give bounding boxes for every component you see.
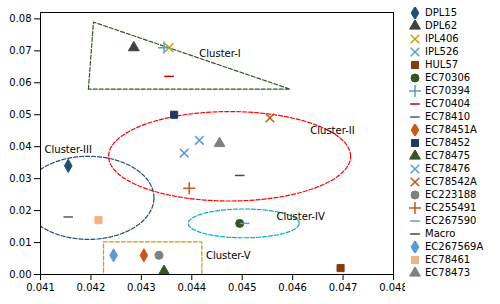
html-text:EC78476: EC78476 <box>425 163 471 174</box>
svg-text:0.045: 0.045 <box>228 282 257 293</box>
html-text:EC78452: EC78452 <box>425 137 471 148</box>
html-text:EC223188: EC223188 <box>425 189 477 200</box>
html-text:EC78475: EC78475 <box>425 150 471 161</box>
svg-text:0.04: 0.04 <box>9 141 31 152</box>
svg-text:0.08: 0.08 <box>9 13 31 24</box>
svg-text:0.047: 0.047 <box>329 282 358 293</box>
html-text:EC267590: EC267590 <box>425 215 477 226</box>
html-text:EC78542A: EC78542A <box>425 176 477 187</box>
html-text:EC78451A: EC78451A <box>425 124 477 135</box>
svg-text:0.00: 0.00 <box>9 269 31 280</box>
svg-text:0.05: 0.05 <box>9 109 31 120</box>
svg-text:0.01: 0.01 <box>9 237 31 248</box>
svg-text:Cluster-I: Cluster-I <box>199 48 240 59</box>
svg-text:0.06: 0.06 <box>9 77 31 88</box>
svg-text:Cluster-III: Cluster-III <box>45 144 92 155</box>
html-text:EC267569A: EC267569A <box>425 241 484 252</box>
svg-text:0.042: 0.042 <box>77 282 106 293</box>
html-text:IPL406: IPL406 <box>425 33 459 44</box>
html-text:EC70404: EC70404 <box>425 98 471 109</box>
svg-text:0.03: 0.03 <box>9 173 31 184</box>
svg-text:0.07: 0.07 <box>9 45 31 56</box>
svg-text:0.041: 0.041 <box>26 282 55 293</box>
svg-text:Cluster-V: Cluster-V <box>206 250 251 261</box>
html-text:DPL62: DPL62 <box>425 20 457 31</box>
html-text:EC70394: EC70394 <box>425 85 471 96</box>
svg-text:0.048: 0.048 <box>379 282 405 293</box>
svg-text:Cluster-IV: Cluster-IV <box>277 211 325 222</box>
html-text:EC70306: EC70306 <box>425 72 471 83</box>
html-text:HUL57: HUL57 <box>425 59 459 70</box>
html-text:EC78473: EC78473 <box>425 267 471 278</box>
svg-text:0.046: 0.046 <box>278 282 307 293</box>
html-text:EC78461: EC78461 <box>425 254 471 265</box>
svg-text:0.02: 0.02 <box>9 205 31 216</box>
html-text:IPL526: IPL526 <box>425 46 459 57</box>
svg-text:Cluster-II: Cluster-II <box>310 125 354 136</box>
html-text:EC255491: EC255491 <box>425 202 477 213</box>
svg-text:0.043: 0.043 <box>127 282 156 293</box>
html-text:EC78410: EC78410 <box>425 111 471 122</box>
html-text:Macro: Macro <box>425 228 456 239</box>
svg-text:0.044: 0.044 <box>177 282 206 293</box>
html-text:DPL15: DPL15 <box>425 7 457 18</box>
